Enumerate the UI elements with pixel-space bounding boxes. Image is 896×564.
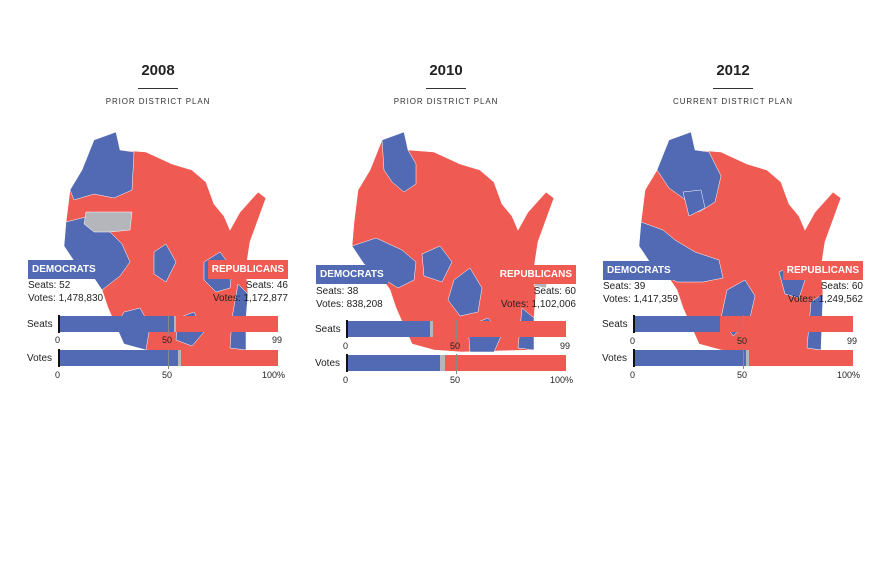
- democrats-badge: DEMOCRATS: [316, 265, 388, 284]
- votes-bar: [346, 354, 566, 374]
- district-democratic: [153, 243, 177, 283]
- seats-tick-99: 99: [272, 335, 283, 345]
- seats-bar-zero-tick: [633, 315, 635, 333]
- votes-bar-dem-segment: [633, 350, 747, 366]
- plan-subtitle: PRIOR DISTRICT PLAN: [393, 97, 499, 106]
- seats-bar: [633, 315, 853, 335]
- seats-bar-midpoint: [168, 315, 169, 335]
- seats-bar-other-segment: [430, 321, 433, 337]
- votes-bar-rep-segment: [445, 355, 566, 371]
- district-democratic: [656, 131, 722, 213]
- votes-tick-100: 100%: [837, 370, 861, 380]
- seats-bar: [346, 320, 566, 340]
- seats-bar-dem-segment: [346, 321, 431, 337]
- votes-bar-midpoint: [456, 354, 457, 374]
- votes-bar: [633, 349, 853, 369]
- votes-tick-50: 50: [450, 375, 461, 385]
- seats-bar: [58, 315, 278, 335]
- votes-bar-other-segment: [746, 350, 749, 366]
- panel-2008: 2008 PRIOR DISTRICT PLAN DEMOCRATS REPUB…: [27, 0, 288, 564]
- votes-bar-rep-segment: [181, 350, 278, 366]
- seats-bar-midpoint: [456, 320, 457, 340]
- rep-seats-text: Seats: 60: [533, 286, 576, 297]
- votes-bar-zero-tick: [633, 349, 635, 367]
- district-democratic: [421, 245, 453, 283]
- seats-tick-0: 0: [630, 336, 636, 346]
- votes-bar: [58, 349, 278, 369]
- democrats-badge: DEMOCRATS: [603, 261, 675, 280]
- plan-subtitle: CURRENT DISTRICT PLAN: [673, 97, 793, 106]
- dem-votes-text: Votes: 1,478,830: [28, 293, 104, 304]
- seats-bar-dem-segment: [58, 316, 174, 332]
- republicans-badge: REPUBLICANS: [495, 265, 576, 284]
- seats-tick-50: 50: [162, 335, 173, 345]
- dem-votes-text: Votes: 838,208: [316, 299, 383, 310]
- votes-bar-other-segment: [178, 350, 182, 366]
- rep-votes-text: Votes: 1,102,006: [500, 299, 576, 310]
- republicans-badge: REPUBLICANS: [782, 261, 863, 280]
- dem-seats-text: Seats: 39: [603, 281, 646, 292]
- seats-bar-rep-segment: [719, 316, 853, 332]
- seats-tick-50: 50: [737, 336, 748, 346]
- wisconsin-district-map: [351, 131, 555, 353]
- district-democratic: [682, 189, 706, 217]
- seats-tick-99: 99: [847, 336, 858, 346]
- seats-bar-dem-segment: [633, 316, 720, 332]
- votes-bar-dem-segment: [346, 355, 440, 371]
- seats-bar-rep-segment: [432, 321, 566, 337]
- plan-subtitle: PRIOR DISTRICT PLAN: [105, 97, 211, 106]
- title-rule: [713, 88, 753, 89]
- votes-row-label: Votes: [315, 358, 341, 369]
- votes-row-label: Votes: [27, 353, 53, 364]
- votes-tick-50: 50: [162, 370, 173, 380]
- votes-bar-midpoint: [168, 349, 169, 369]
- district-democratic: [69, 131, 135, 201]
- seats-bar-zero-tick: [346, 320, 348, 338]
- republicans-badge: REPUBLICANS: [207, 260, 288, 279]
- seats-tick-50: 50: [450, 341, 461, 351]
- seats-row-label: Seats: [315, 324, 341, 335]
- seats-bar-other-segment: [173, 316, 176, 332]
- votes-row-label: Votes: [602, 353, 628, 364]
- votes-tick-0: 0: [55, 370, 61, 380]
- rep-votes-text: Votes: 1,172,877: [212, 293, 288, 304]
- votes-bar-zero-tick: [346, 354, 348, 372]
- panel-year-title: 2012: [716, 62, 750, 79]
- rep-seats-text: Seats: 46: [245, 280, 288, 291]
- votes-bar-rep-segment: [748, 350, 853, 366]
- seats-bar-midpoint: [743, 315, 744, 335]
- district-democratic: [447, 267, 483, 317]
- district-democratic: [381, 131, 417, 193]
- votes-tick-0: 0: [343, 375, 349, 385]
- panel-2012: 2012 CURRENT DISTRICT PLAN DEMOCRATS REP…: [602, 0, 863, 564]
- votes-tick-0: 0: [630, 370, 636, 380]
- dem-votes-text: Votes: 1,417,359: [603, 294, 679, 305]
- title-rule: [426, 88, 466, 89]
- title-rule: [138, 88, 178, 89]
- votes-bar-dem-segment: [58, 350, 179, 366]
- district-other: [83, 211, 133, 233]
- seats-row-label: Seats: [602, 319, 628, 330]
- seats-tick-0: 0: [55, 335, 61, 345]
- seats-bar-zero-tick: [58, 315, 60, 333]
- panel-year-title: 2010: [429, 62, 463, 79]
- votes-bar-midpoint: [743, 349, 744, 369]
- seats-bar-rep-segment: [175, 316, 278, 332]
- panel-2010: 2010 PRIOR DISTRICT PLAN DEMOCRATS REPUB…: [315, 0, 576, 564]
- dem-seats-text: Seats: 52: [28, 280, 71, 291]
- rep-seats-text: Seats: 60: [820, 281, 863, 292]
- votes-bar-zero-tick: [58, 349, 60, 367]
- votes-tick-100: 100%: [550, 375, 574, 385]
- rep-votes-text: Votes: 1,249,562: [787, 294, 863, 305]
- votes-bar-other-segment: [439, 355, 446, 371]
- seats-tick-0: 0: [343, 341, 349, 351]
- votes-tick-100: 100%: [262, 370, 286, 380]
- democrats-badge: DEMOCRATS: [28, 260, 100, 279]
- panel-year-title: 2008: [141, 62, 175, 79]
- seats-tick-99: 99: [560, 341, 571, 351]
- dem-seats-text: Seats: 38: [316, 286, 359, 297]
- seats-row-label: Seats: [27, 319, 53, 330]
- votes-tick-50: 50: [737, 370, 748, 380]
